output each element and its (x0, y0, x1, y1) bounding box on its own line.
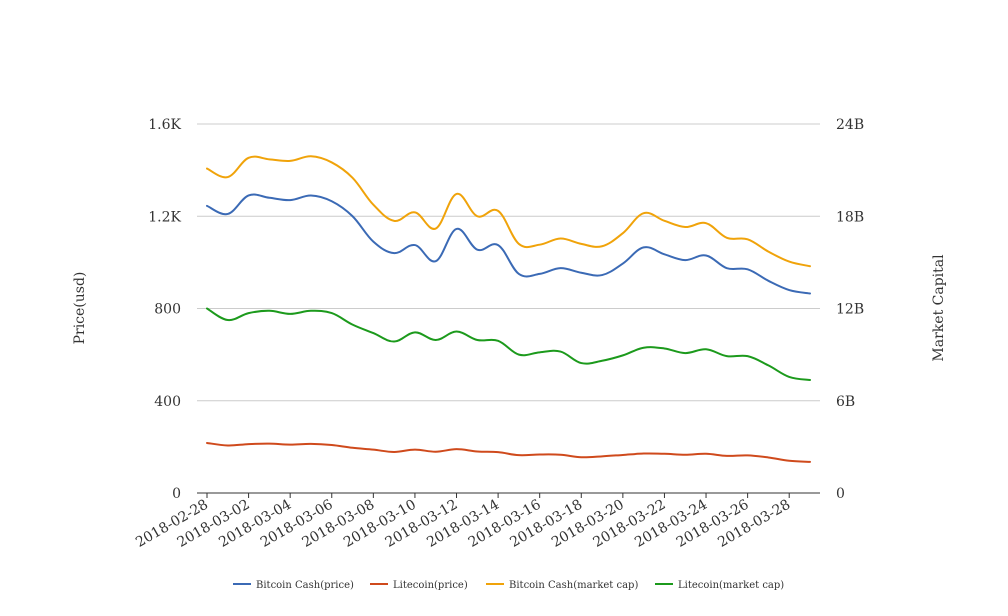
left-tick-label: 1.2K (148, 209, 181, 225)
left-tick-label: 0 (172, 486, 181, 502)
series-line-bitcoin-cash-price (206, 193, 811, 295)
grid-lines (197, 123, 820, 402)
right-tick-label: 0 (836, 486, 845, 502)
legend-label: Litecoin(price) (393, 580, 468, 591)
x-axis-tick-labels: 2018-02-282018-03-022018-03-042018-03-06… (133, 497, 793, 551)
legend-item-litecoin-price[interactable]: Litecoin(price) (370, 580, 468, 591)
legend-item-bitcoin-cash-price[interactable]: Bitcoin Cash(price) (233, 580, 354, 591)
right-axis-tick-labels: 0 6B 12B 18B 24B (836, 117, 864, 502)
legend-label: Bitcoin Cash(market cap) (509, 580, 638, 591)
series-line-litecoin-market-cap (206, 307, 811, 381)
left-axis-tick-labels: 0 400 800 1.2K 1.6K (148, 117, 181, 502)
left-tick-label: 800 (154, 302, 181, 318)
legend-item-litecoin-market-cap[interactable]: Litecoin(market cap) (655, 580, 784, 591)
legend-label: Litecoin(market cap) (678, 580, 784, 591)
right-axis-title: Market Capital (931, 254, 947, 362)
legend-label: Bitcoin Cash(price) (256, 580, 354, 591)
left-tick-label: 400 (154, 394, 181, 410)
legend-item-bitcoin-cash-market-cap[interactable]: Bitcoin Cash(market cap) (486, 580, 638, 591)
right-tick-label: 12B (836, 302, 864, 318)
series-lines (206, 155, 811, 463)
series-line-bitcoin-cash-market-cap (206, 155, 811, 268)
right-tick-label: 18B (836, 209, 864, 225)
right-tick-label: 24B (836, 117, 864, 133)
legend: Bitcoin Cash(price) Litecoin(price) Bitcoi… (233, 580, 784, 591)
right-tick-label: 6B (836, 394, 855, 410)
series-line-litecoin-price (206, 441, 811, 463)
left-tick-label: 1.6K (148, 117, 181, 133)
axes (197, 492, 820, 498)
left-axis-title: Price(usd) (72, 272, 88, 345)
